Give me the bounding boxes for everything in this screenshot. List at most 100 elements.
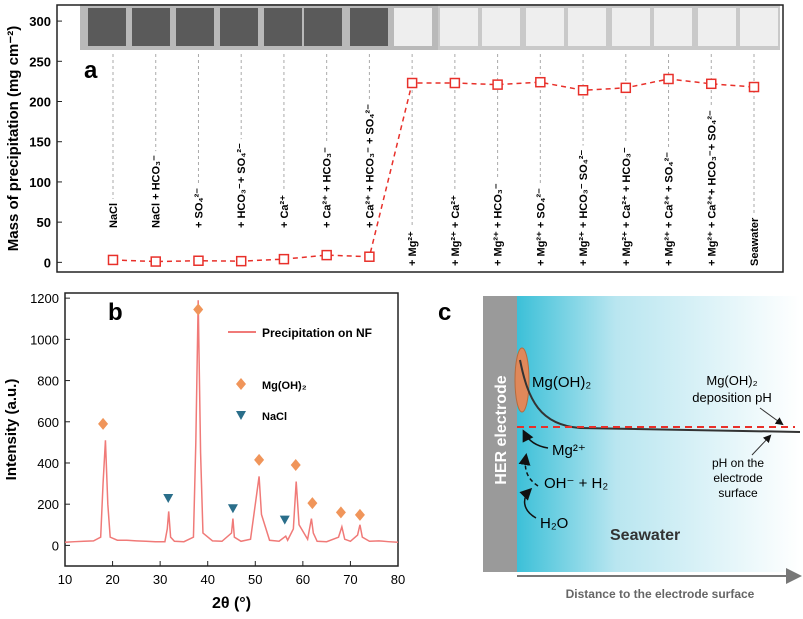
y-tick-label: 150 (29, 135, 51, 150)
x-category-label: + Mg²⁺ + Ca²⁺ + SO₄²⁻ (664, 152, 676, 266)
data-point (706, 78, 717, 90)
x-category-label: + Ca²⁺ + HCO₃⁻ + SO₄²⁻ (364, 104, 376, 228)
diagram: HER electrode Mg(OH)₂ Mg(OH)₂ deposition… (483, 296, 802, 601)
medium-label: Seawater (610, 527, 680, 544)
panel-label: b (108, 299, 123, 326)
data-point (354, 508, 365, 521)
y-axis-label: Intensity (a.u.) (3, 379, 20, 481)
legend-swatch (236, 411, 246, 420)
arrow (522, 429, 549, 449)
y-tick-label: 100 (29, 175, 51, 190)
data-point (193, 255, 204, 266)
legend-label: NaCl (262, 411, 287, 423)
arrow (759, 407, 784, 426)
electrode-label: HER electrode (493, 375, 510, 484)
data-point (449, 77, 461, 89)
y-tick-label: 300 (29, 14, 51, 29)
y-tick-label: 1000 (30, 332, 59, 347)
x-tick-label: 80 (391, 572, 405, 587)
x-category-label: + Mg²⁺ + HCO₃⁻ SO₄²⁻ (578, 149, 590, 266)
data-point (193, 303, 204, 316)
plot-frame (56, 4, 784, 273)
legend-label: Mg(OH)₂ (262, 380, 307, 392)
data-point (290, 459, 301, 472)
deposit (514, 347, 530, 413)
x-tick-label: 30 (153, 572, 167, 587)
data-point (235, 255, 247, 267)
x-category-label: Seawater (749, 217, 761, 266)
seawater-gradient (517, 296, 800, 572)
plot-frame (64, 292, 399, 567)
data-point (279, 515, 290, 525)
deposition-label: deposition pH (692, 390, 772, 405)
surface-label: electrode (713, 471, 763, 485)
y-tick-label: 200 (37, 497, 59, 512)
x-category-label: + Mg²⁺ + Ca²⁺ (450, 195, 462, 266)
data-point (107, 254, 119, 266)
surface-label: pH on the (712, 456, 764, 470)
y-tick-label: 800 (37, 374, 59, 389)
reaction-label: OH⁻ + H₂ (544, 475, 608, 492)
x-tick-label: 40 (200, 572, 214, 587)
data-point (535, 76, 546, 88)
data-point (307, 497, 318, 510)
x-category-label: + Mg²⁺ + HCO₃⁻ (493, 183, 505, 266)
x-tick-label: 50 (248, 572, 262, 587)
data-point (577, 84, 589, 96)
y-tick-label: 0 (52, 538, 59, 553)
sample-photos (80, 4, 780, 50)
x-category-label: + Mg²⁺ + SO₄²⁻ (535, 188, 547, 266)
arrow (519, 487, 537, 519)
y-tick-label: 600 (37, 415, 59, 430)
x-category-label: + Mg²⁺ + Ca²⁺+ HCO₃⁻+ SO₄²⁻ (706, 110, 718, 266)
panel-label: a (84, 57, 98, 84)
legend-label: Precipitation on NF (262, 326, 372, 340)
data-point (278, 253, 290, 265)
x-category-label: + Mg²⁺ (407, 231, 419, 266)
series-line (112, 78, 755, 263)
data-point (98, 417, 109, 430)
x-tick-label: 70 (343, 572, 357, 587)
x-axis-label: 2θ (°) (212, 595, 251, 612)
y-tick-label: 50 (37, 215, 51, 230)
x-category-label: NaCl (108, 203, 120, 228)
data-point (335, 506, 346, 519)
y-tick-label: 400 (37, 456, 59, 471)
series-line (64, 300, 399, 544)
data-point (150, 256, 161, 267)
data-point (364, 251, 375, 262)
data-point (163, 494, 174, 504)
y-tick-label: 250 (29, 54, 51, 69)
x-category-label: + Ca²⁺ (279, 195, 291, 228)
data-point (227, 504, 238, 514)
surface-label: surface (718, 486, 758, 500)
x-category-label: + SO₄²⁻ (193, 188, 205, 228)
arrow (751, 434, 772, 456)
data-point (748, 81, 760, 93)
panel-label: c (438, 299, 451, 326)
x-category-label: + HCO₃⁻+ SO₄²⁻ (236, 143, 248, 228)
ph-curve (519, 359, 801, 433)
data-point (492, 79, 503, 90)
water-label: H₂O (540, 515, 568, 532)
data-point (321, 249, 332, 261)
x-tick-label: 60 (296, 572, 310, 587)
y-axis-label: Mass of precipitation (mg cm⁻²) (5, 26, 22, 251)
legend-swatch (236, 378, 246, 390)
arrow (518, 453, 539, 487)
y-tick-label: 200 (29, 95, 51, 110)
ion-label: Mg²⁺ (552, 442, 586, 459)
y-tick-label: 1200 (30, 291, 59, 306)
electrode (483, 296, 517, 572)
data-point (254, 453, 265, 466)
data-point (406, 77, 418, 89)
deposition-label: Mg(OH)₂ (706, 373, 757, 388)
x-tick-label: 10 (58, 572, 72, 587)
y-tick-label: 0 (44, 255, 51, 270)
x-tick-label: 20 (105, 572, 119, 587)
data-point (663, 73, 674, 85)
x-category-label: + Mg²⁺ + Ca²⁺ + HCO₃⁻ (621, 147, 633, 266)
distance-label: Distance to the electrode surface (566, 587, 755, 601)
x-category-label: NaCl + HCO₃⁻ (151, 155, 163, 228)
